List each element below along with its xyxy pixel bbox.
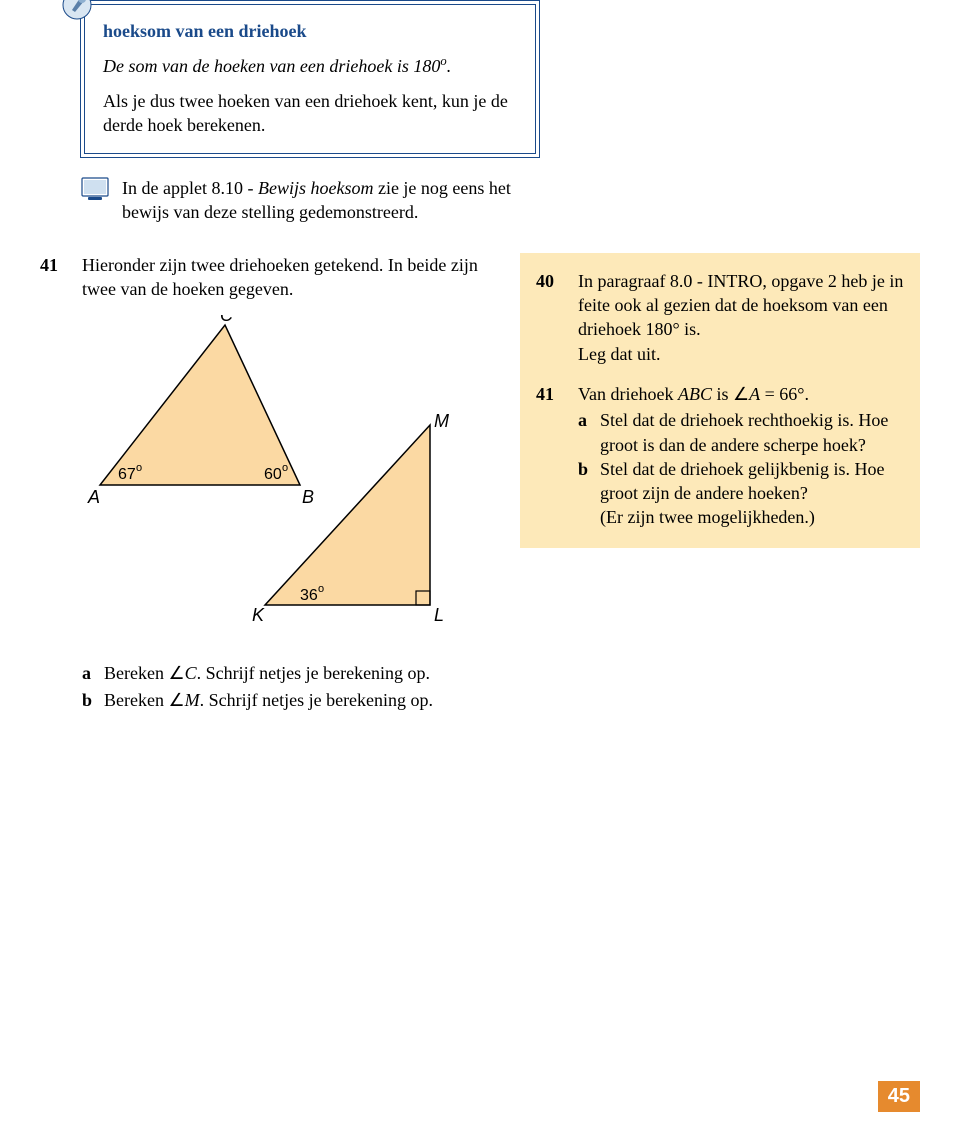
theorem-text-end: .	[447, 56, 452, 76]
ans-b-var: M	[185, 690, 200, 710]
exercise-body: Hieronder zijn twee driehoeken getekend.…	[82, 253, 496, 302]
computer-icon	[80, 176, 110, 208]
angle-B: 60	[264, 466, 282, 483]
exercise-number: 41	[40, 253, 68, 302]
label-A: A	[87, 487, 100, 507]
pushpin-icon	[60, 0, 94, 28]
ans-b-pre: Bereken ∠	[104, 690, 185, 710]
angle-A-deg: o	[136, 462, 142, 474]
applet-reference: In de applet 8.10 - Bewijs hoeksom zie j…	[122, 176, 540, 225]
exercise-body: In paragraaf 8.0 - INTRO, opgave 2 heb j…	[578, 269, 904, 366]
theorem-box: hoeksom van een driehoek De som van de h…	[80, 0, 540, 158]
sub-item-a: a Bereken ∠C. Schrijf netjes je berekeni…	[82, 661, 496, 685]
ex41-intro-em: ABC	[678, 384, 712, 404]
label-L: L	[434, 605, 444, 625]
sub-item-b: b Bereken ∠M. Schrijf netjes je berekeni…	[82, 688, 496, 712]
ex41-intro-mid: is ∠	[712, 384, 749, 404]
label-C: C	[220, 315, 234, 325]
ex41-intro-post: = 66°.	[760, 384, 809, 404]
answers-block: a Bereken ∠C. Schrijf netjes je berekeni…	[82, 661, 496, 712]
letter-b: b	[578, 457, 592, 530]
ex41-a-text: Stel dat de driehoek rechthoekig is. Hoe…	[600, 408, 904, 457]
highlight-block: 40 In paragraaf 8.0 - INTRO, opgave 2 he…	[520, 253, 920, 548]
sub-item-a: a Stel dat de driehoek rechthoekig is. H…	[578, 408, 904, 457]
exercise-number: 41	[536, 382, 564, 530]
theorem-corollary: Als je dus twee hoeken van een driehoek …	[103, 89, 517, 138]
ans-b-post: . Schrijf netjes je berekening op.	[200, 690, 433, 710]
exercise-number: 40	[536, 269, 564, 366]
answer-a-text: Bereken ∠C. Schrijf netjes je berekening…	[104, 661, 496, 685]
exercise-body: Van driehoek ABC is ∠A = 66°. a Stel dat…	[578, 382, 904, 530]
ex41-intro-var: A	[749, 384, 760, 404]
answer-b-text: Bereken ∠M. Schrijf netjes je berekening…	[104, 688, 496, 712]
letter-a: a	[578, 408, 592, 457]
theorem-statement: De som van de hoeken van een driehoek is…	[103, 53, 517, 78]
ans-a-pre: Bereken ∠	[104, 663, 185, 683]
letter-b: b	[82, 688, 96, 712]
sub-item-b: b Stel dat de driehoek gelijkbenig is. H…	[578, 457, 904, 530]
exercise-40: 40 In paragraaf 8.0 - INTRO, opgave 2 he…	[536, 269, 904, 366]
label-B: B	[302, 487, 314, 507]
theorem-text: De som van de hoeken van een driehoek is…	[103, 56, 440, 76]
ex41-intro-pre: Van driehoek	[578, 384, 678, 404]
angle-A: 67	[118, 466, 136, 483]
angle-B-deg: o	[282, 462, 288, 474]
angle-K-deg: o	[318, 583, 324, 595]
exercise-41-right: 41 Van driehoek ABC is ∠A = 66°. a Stel …	[536, 382, 904, 530]
ans-a-var: C	[185, 663, 197, 683]
letter-a: a	[82, 661, 96, 685]
angle-K: 36	[300, 587, 318, 604]
exercise-41-left: 41 Hieronder zijn twee driehoeken geteke…	[40, 253, 496, 302]
applet-text-pre: In de applet 8.10 -	[122, 178, 258, 198]
applet-text-em: Bewijs hoeksom	[258, 178, 373, 198]
triangles-figure: A B C 67 o 60 o K L M 36 o	[40, 315, 496, 655]
ex41-b-text: Stel dat de driehoek gelijkbenig is. Hoe…	[600, 457, 904, 530]
theorem-title: hoeksom van een driehoek	[103, 19, 517, 43]
label-K: K	[252, 605, 265, 625]
page-number: 45	[878, 1081, 920, 1112]
label-M: M	[434, 411, 449, 431]
ans-a-post: . Schrijf netjes je berekening op.	[197, 663, 430, 683]
